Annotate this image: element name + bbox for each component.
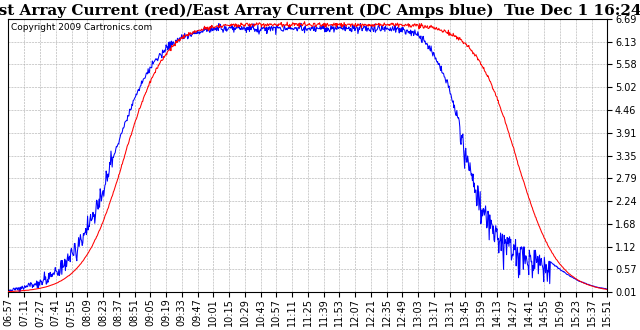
Text: Copyright 2009 Cartronics.com: Copyright 2009 Cartronics.com (12, 23, 153, 32)
Title: West Array Current (red)/East Array Current (DC Amps blue)  Tue Dec 1 16:24: West Array Current (red)/East Array Curr… (0, 4, 640, 18)
